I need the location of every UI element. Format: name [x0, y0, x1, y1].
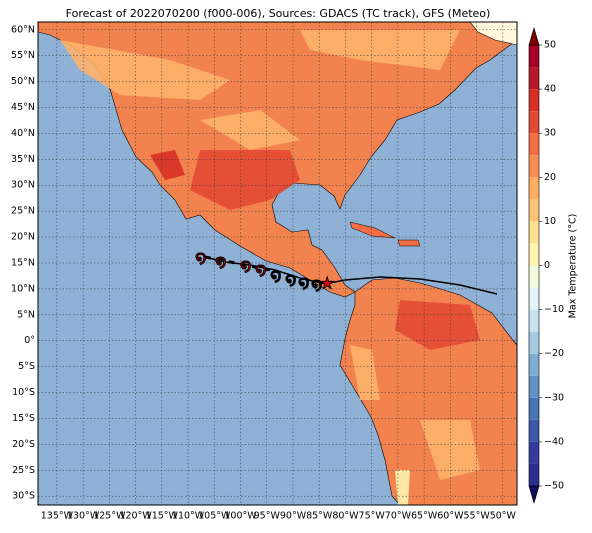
lat-tick-label: 45°N	[11, 102, 35, 113]
lon-tick-label: 125°W	[93, 511, 126, 522]
hispaniola	[397, 239, 421, 247]
lon-tick-label: 105°W	[198, 511, 231, 522]
lat-tick-label: 20°S	[12, 439, 35, 450]
colorbar-bin	[529, 67, 539, 90]
colorbar-extend-top	[528, 26, 540, 46]
colorbar-bin	[529, 265, 539, 288]
tc-track: ໑ ໑ ໑ ໑ ໑ ໑ ໑ ໑ ★	[195, 247, 498, 296]
colorbar-bin	[529, 111, 539, 134]
colorbar-tick-label: 30	[544, 128, 556, 139]
colorbar-bin	[529, 155, 539, 178]
tc-symbol: ໑	[215, 251, 227, 272]
map-title: Forecast of 2022070200 (f000-006), Sourc…	[66, 7, 491, 20]
lat-tick-label: 30°N	[11, 180, 35, 191]
colorbar-tick-label: 10	[544, 216, 556, 227]
lon-tick-label: 130°W	[67, 511, 100, 522]
lat-tick-label: 25°N	[11, 206, 35, 217]
lon-tick-label: 50°W	[490, 511, 517, 522]
lon-tick-label: 135°W	[41, 511, 74, 522]
tc-symbol: ໑	[285, 269, 297, 290]
map-frame	[37, 21, 518, 506]
colorbar: 50 40 30 20 10 0 −10 −20 −30 −40 −50	[528, 26, 564, 505]
temperature-patches	[60, 30, 480, 505]
colorbar-tick-label: −50	[544, 481, 564, 492]
lat-tick-label: 10°S	[12, 387, 35, 398]
colorbar-bin	[529, 45, 539, 68]
lon-tick-label: 80°W	[332, 511, 359, 522]
graticule	[38, 22, 517, 505]
lat-tick-label: 10°N	[11, 283, 35, 294]
colorbar-bin	[529, 199, 539, 222]
colorbar-tick-label: −40	[544, 436, 564, 447]
lat-tick-label: 50°N	[11, 76, 35, 87]
lon-tick-label: 60°W	[437, 511, 464, 522]
lat-tick-label: 25°S	[12, 465, 35, 476]
lat-tick-label: 15°S	[12, 413, 35, 424]
colorbar-tick-label: 40	[544, 84, 556, 95]
colorbar-label: Max Temperature (°C)	[568, 214, 579, 319]
colorbar-bin	[529, 221, 539, 244]
lon-tick-label: 85°W	[306, 511, 333, 522]
lat-tick-label: 5°N	[17, 309, 35, 320]
colorbar-bin	[529, 177, 539, 200]
lat-tick-label: 30°S	[12, 491, 35, 502]
lon-tick-label: 120°W	[119, 511, 152, 522]
colorbar-tick-label: 50	[544, 40, 556, 51]
tc-symbol: ໑	[298, 272, 310, 293]
lon-tick-label: 110°W	[172, 511, 205, 522]
lat-tick-label: 60°N	[11, 24, 35, 35]
lat-tick-label: 55°N	[11, 50, 35, 61]
colorbar-bin	[529, 89, 539, 112]
lon-tick-label: 70°W	[385, 511, 412, 522]
lat-tick-label: 20°N	[11, 232, 35, 243]
map-area: ໑ ໑ ໑ ໑ ໑ ໑ ໑ ໑ ★	[38, 22, 517, 505]
colorbar-bin	[529, 331, 539, 354]
lat-tick-label: 15°N	[11, 257, 35, 268]
lon-tick-label: 65°W	[411, 511, 438, 522]
lon-tick-label: 55°W	[463, 511, 490, 522]
lon-tick-label: 115°W	[146, 511, 179, 522]
colorbar-tick-label: −30	[544, 392, 564, 403]
lat-tick-label: 40°N	[11, 128, 35, 139]
lat-tick-label: 35°N	[11, 154, 35, 165]
tc-symbol: ໑	[255, 259, 267, 280]
colorbar-bin	[529, 397, 539, 420]
lat-tick-label: 5°S	[18, 361, 35, 372]
colorbar-tick-label: −20	[544, 348, 564, 359]
tc-symbol: ໑	[311, 274, 323, 295]
colorbar-bin	[529, 419, 539, 442]
colorbar-bin	[529, 463, 539, 486]
colorbar-bin	[529, 441, 539, 464]
colorbar-bin	[529, 133, 539, 156]
lon-tick-label: 90°W	[280, 511, 307, 522]
cuba	[349, 221, 396, 239]
lon-tick-label: 100°W	[224, 511, 257, 522]
colorbar-extend-bottom	[528, 485, 540, 505]
tc-symbol: ໑	[270, 265, 282, 286]
colorbar-tick-label: −10	[544, 304, 564, 315]
tc-position: ★	[320, 274, 334, 293]
colorbar-bin	[529, 375, 539, 398]
tc-symbol: ໑	[195, 247, 207, 268]
colorbar-bin	[529, 309, 539, 332]
colorbar-tick-label: 20	[544, 172, 556, 183]
colorbar-bin	[529, 287, 539, 310]
lat-tick-label: 0°	[24, 335, 35, 346]
colorbar-tick-label: 0	[544, 260, 550, 271]
tc-symbol: ໑	[240, 255, 252, 276]
colorbar-bin	[529, 353, 539, 376]
lon-tick-label: 95°W	[254, 511, 281, 522]
colorbar-bin	[529, 243, 539, 266]
lon-tick-label: 75°W	[359, 511, 386, 522]
